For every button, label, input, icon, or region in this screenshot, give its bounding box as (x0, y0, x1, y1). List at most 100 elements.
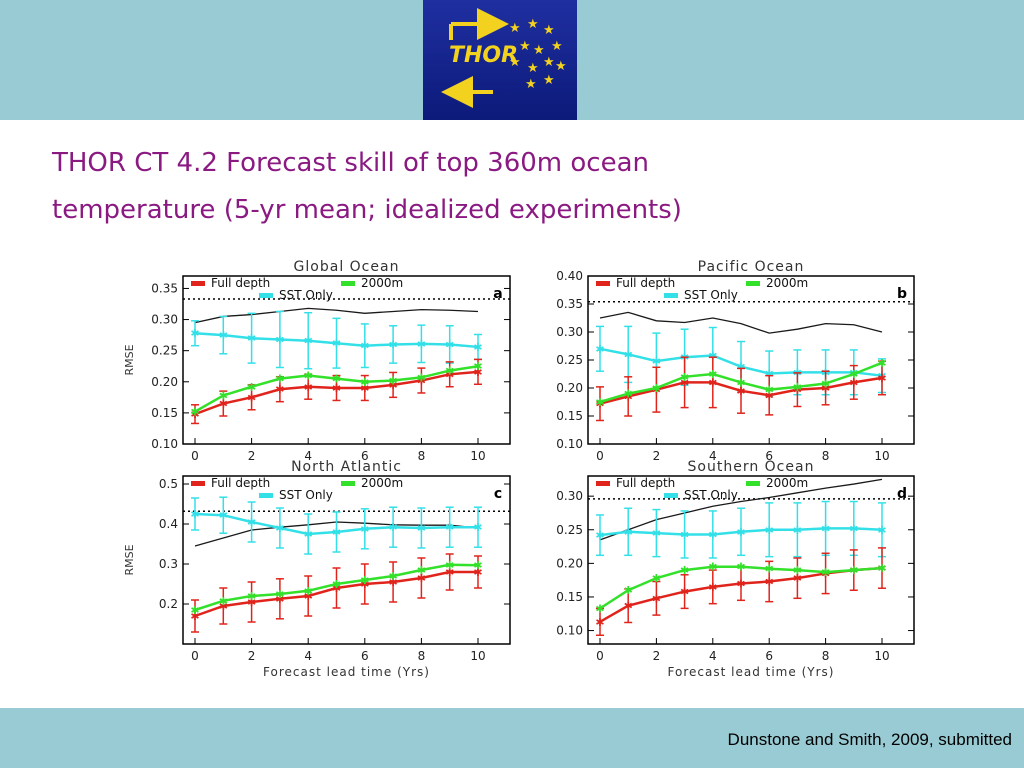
y-tick-label: 0.40 (556, 269, 583, 283)
data-point: ✱ (417, 572, 426, 585)
data-point: ✱ (417, 371, 426, 384)
x-tick-label: 6 (765, 649, 773, 663)
legend-swatch (191, 281, 205, 286)
data-point: ✱ (445, 559, 454, 572)
thor-logo: ★ ★ ★ ★ ★ ★ ★ ★ ★ ★ ★ ★ THOR (423, 0, 577, 120)
y-axis-label: RMSE (123, 544, 136, 575)
data-point: ✱ (595, 398, 604, 411)
series-reference-black (599, 478, 883, 541)
legend-label: Full depth (211, 276, 270, 290)
chart-panel-c: North Atlantic c 0.2 0.3 0.4 0.5 0 2 4 6 8 10 RMSE Fo… (123, 459, 511, 679)
data-point: ✱ (219, 595, 228, 608)
logo-text: THOR (449, 43, 518, 68)
panel-label: a (493, 286, 502, 302)
series-line (599, 311, 883, 334)
x-tick-label: 8 (418, 649, 426, 663)
series-line (599, 376, 883, 405)
x-tick-label: 10 (874, 449, 889, 463)
data-point: ✱ (652, 355, 661, 368)
data-point: ✱ (793, 572, 802, 585)
y-tick-label: 0.30 (151, 313, 178, 327)
data-point: ✱ (652, 572, 661, 585)
x-tick-label: 0 (191, 449, 199, 463)
x-tick-label: 4 (709, 449, 717, 463)
series-full-depth: ✱✱✱✱✱✱✱✱✱✱✱ (190, 553, 483, 633)
header-band: ★ ★ ★ ★ ★ ★ ★ ★ ★ ★ ★ ★ THOR (0, 0, 1024, 120)
x-tick-label: 10 (470, 649, 485, 663)
data-point: ✱ (473, 366, 482, 379)
data-point: ✱ (247, 590, 256, 603)
svg-text:★: ★ (509, 55, 521, 70)
data-point: ✱ (765, 524, 774, 537)
svg-text:★: ★ (555, 59, 567, 74)
chart-panel-d: Southern Ocean d 0.10 0.15 0.20 0.25 0.30 0 2 4 6 8… (556, 459, 915, 679)
legend: Full depth 2000m SST Only (596, 276, 808, 302)
data-point: ✱ (219, 600, 228, 613)
x-tick-label: 8 (822, 649, 830, 663)
star-icon: ★ ★ ★ ★★★ ★★ ★ ★★★ (509, 17, 567, 92)
data-point: ✱ (595, 529, 604, 542)
data-point: ✱ (821, 566, 830, 579)
svg-text:★: ★ (551, 39, 563, 54)
chart-panel-a: Global Ocean a 0.10 0.15 0.20 0.25 0.30 0.35 0 2 4… (123, 259, 511, 463)
data-point: ✱ (247, 332, 256, 345)
legend: Full depth 2000m SST Only (191, 476, 403, 502)
legend-label: 2000m (766, 276, 808, 290)
x-tick-label: 4 (709, 649, 717, 663)
x-axis-label: Forecast lead time (Yrs) (668, 665, 835, 679)
x-tick-label: 6 (361, 649, 369, 663)
data-point: ✱ (304, 335, 313, 348)
data-point: ✱ (473, 521, 482, 534)
legend-label: SST Only (684, 488, 738, 502)
data-point: ✱ (652, 592, 661, 605)
y-tick-label: 0.15 (151, 406, 178, 420)
data-point: ✱ (332, 526, 341, 539)
data-point: ✱ (190, 406, 199, 419)
series-full-depth: ✱✱✱✱✱✱✱✱✱✱✱ (595, 547, 887, 637)
legend-swatch (664, 493, 678, 498)
y-tick-label: 0.20 (151, 375, 178, 389)
data-point: ✱ (332, 373, 341, 386)
y-tick-label: 0.15 (556, 409, 583, 423)
data-point: ✱ (736, 561, 745, 574)
series-line (599, 347, 883, 377)
data-point: ✱ (190, 604, 199, 617)
series-line (599, 478, 883, 541)
svg-text:★: ★ (509, 21, 521, 36)
y-tick-label: 0.4 (159, 517, 178, 531)
title-line-1: THOR CT 4.2 Forecast skill of top 360m o… (52, 148, 649, 178)
y-axis-label: RMSE (123, 344, 136, 375)
legend-swatch (746, 481, 760, 486)
data-point: ✱ (765, 384, 774, 397)
x-tick-label: 6 (765, 449, 773, 463)
legend-label: Full depth (616, 276, 675, 290)
series-line (194, 563, 479, 612)
data-point: ✱ (708, 368, 717, 381)
thor-logo-graphic: ★ ★ ★ ★★★ ★★ ★ ★★★ THOR (441, 8, 567, 108)
data-point: ✱ (360, 382, 369, 395)
data-point: ✱ (473, 341, 482, 354)
data-point: ✱ (445, 338, 454, 351)
y-tick-label: 0.10 (151, 437, 178, 451)
x-tick-label: 0 (191, 649, 199, 663)
legend-swatch (341, 481, 355, 486)
panel-label: d (897, 486, 907, 502)
data-point: ✱ (849, 522, 858, 535)
legend-swatch (259, 493, 273, 498)
y-tick-label: 0.35 (556, 297, 583, 311)
data-point: ✱ (332, 582, 341, 595)
series-line (599, 361, 883, 404)
series-line (194, 512, 478, 536)
legend-label: SST Only (684, 288, 738, 302)
legend-label: SST Only (279, 488, 333, 502)
data-point: ✱ (445, 566, 454, 579)
data-point: ✱ (190, 327, 199, 340)
data-point: ✱ (821, 382, 830, 395)
data-point: ✱ (595, 343, 604, 356)
data-point: ✱ (680, 376, 689, 389)
data-point: ✱ (190, 610, 199, 623)
legend: Full depth 2000m SST Only (191, 276, 403, 302)
data-point: ✱ (624, 390, 633, 403)
data-point: ✱ (275, 383, 284, 396)
x-tick-label: 2 (653, 449, 661, 463)
